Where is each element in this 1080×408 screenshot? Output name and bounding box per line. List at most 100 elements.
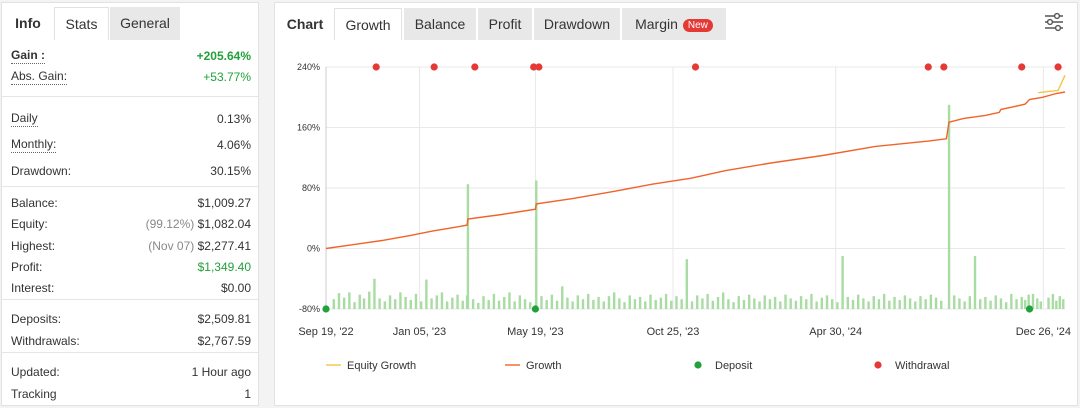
stat-value: 4.06% bbox=[216, 138, 251, 152]
stat-value: $1,349.40 bbox=[197, 260, 251, 274]
activity-bar bbox=[675, 296, 678, 309]
activity-bar bbox=[670, 300, 673, 309]
activity-bar bbox=[1027, 294, 1030, 309]
activity-bar bbox=[618, 298, 621, 309]
activity-bar bbox=[908, 298, 912, 309]
activity-bar bbox=[348, 292, 351, 309]
activity-bar bbox=[383, 301, 387, 309]
stat-note: (Nov 07) bbox=[148, 239, 198, 253]
withdrawal-marker bbox=[471, 63, 479, 71]
withdrawal-marker bbox=[940, 63, 948, 71]
withdrawal-marker bbox=[1018, 63, 1026, 71]
y-tick-label: 0% bbox=[307, 244, 320, 254]
stat-row-daily: Daily 0.13% bbox=[11, 109, 251, 129]
stat-note: (99.12%) bbox=[145, 217, 198, 231]
stat-label: Interest: bbox=[11, 281, 55, 295]
activity-bar bbox=[425, 279, 428, 309]
activity-bar bbox=[477, 302, 480, 309]
y-tick-label: -80% bbox=[299, 304, 320, 314]
activity-bar bbox=[394, 299, 397, 309]
activity-bar bbox=[435, 295, 438, 309]
tab-balance[interactable]: Balance bbox=[404, 8, 476, 40]
activity-bar bbox=[430, 298, 433, 309]
activity-bar bbox=[685, 259, 689, 309]
activity-bar bbox=[953, 295, 956, 309]
activity-bar bbox=[984, 296, 987, 309]
tab-general[interactable]: General bbox=[110, 7, 180, 40]
activity-bar bbox=[825, 295, 829, 309]
stat-value: $0.00 bbox=[220, 281, 251, 295]
activity-bar bbox=[535, 180, 538, 309]
activity-bar bbox=[940, 300, 943, 309]
activity-bar bbox=[550, 294, 554, 309]
activity-bar bbox=[727, 299, 730, 309]
tab-stats[interactable]: Stats bbox=[54, 7, 109, 40]
activity-bar bbox=[716, 296, 720, 309]
growth-chart: 240% 160% 80% 0% -80% Sep 19, '22 Jan 05, '23 M… bbox=[297, 62, 1071, 372]
tab-profit[interactable]: Profit bbox=[478, 8, 532, 40]
stats-panel: Info Stats General Gain : +205.64% Abs. Ga… bbox=[1, 2, 259, 406]
tab-info[interactable]: Info bbox=[15, 15, 41, 31]
activity-bar bbox=[799, 296, 803, 309]
stat-row-updated: Updated: 1 Hour ago bbox=[11, 362, 251, 382]
stat-value: 30.15% bbox=[210, 164, 251, 178]
withdrawal-marker bbox=[535, 63, 543, 71]
stat-value: $1,009.27 bbox=[197, 196, 251, 210]
activity-bar bbox=[456, 294, 459, 309]
activity-bar bbox=[696, 295, 699, 309]
activity-bar bbox=[721, 292, 725, 309]
tab-drawdown[interactable]: Drawdown bbox=[534, 8, 620, 40]
activity-bar bbox=[497, 300, 501, 309]
stat-value: 1 Hour ago bbox=[191, 365, 251, 379]
stat-value: (99.12%) $1,082.04 bbox=[146, 214, 251, 234]
stat-label: Highest: bbox=[11, 239, 56, 253]
activity-bar bbox=[841, 256, 844, 309]
equity-growth-line bbox=[1038, 75, 1066, 94]
activity-bar bbox=[862, 298, 865, 309]
stat-label: Equity: bbox=[11, 217, 48, 231]
activity-bar bbox=[628, 295, 631, 309]
activity-bar bbox=[779, 301, 782, 309]
stat-row-monthly: Monthly: 4.06% bbox=[11, 135, 251, 155]
activity-bar bbox=[758, 301, 761, 309]
activity-bar bbox=[914, 301, 917, 309]
activity-bar bbox=[482, 296, 485, 309]
activity-bar bbox=[1015, 299, 1018, 309]
activity-bar bbox=[623, 302, 626, 309]
activity-bar bbox=[947, 104, 951, 309]
activity-bar bbox=[999, 298, 1003, 309]
stat-value: +53.77% bbox=[203, 70, 251, 84]
activity-bar bbox=[1051, 293, 1055, 309]
deposit-marker bbox=[531, 305, 540, 313]
chart-settings-icon[interactable] bbox=[1043, 12, 1065, 32]
activity-bar bbox=[747, 294, 751, 309]
activity-bar bbox=[732, 302, 735, 309]
stat-row-abs-gain: Abs. Gain: +53.77% bbox=[11, 67, 251, 87]
stat-value-text: $1,082.04 bbox=[197, 217, 251, 231]
activity-bar bbox=[492, 293, 496, 309]
stats-divider bbox=[2, 299, 258, 300]
activity-bar bbox=[978, 299, 982, 309]
stats-divider bbox=[2, 352, 258, 353]
activity-bar bbox=[451, 297, 454, 309]
activity-bar bbox=[805, 299, 808, 309]
new-badge: New bbox=[682, 19, 713, 32]
activity-bar bbox=[1004, 302, 1008, 309]
stat-row-deposits: Deposits: $2,509.81 bbox=[11, 309, 251, 329]
legend-dot-marker bbox=[874, 361, 882, 369]
activity-bar bbox=[1023, 299, 1027, 309]
x-tick-label: Dec 26, '24 bbox=[1016, 326, 1071, 338]
activity-bar bbox=[867, 301, 870, 309]
stat-label: Tracking bbox=[11, 387, 57, 401]
stat-row-profit: Profit: $1,349.40 bbox=[11, 257, 251, 277]
activity-bar bbox=[836, 302, 839, 309]
stat-label: Gain : bbox=[11, 48, 46, 64]
stat-row-withdrawals: Withdrawals: $2,767.59 bbox=[11, 331, 251, 351]
activity-bar bbox=[414, 293, 418, 309]
activity-bar bbox=[1047, 297, 1050, 309]
stat-label: Deposits: bbox=[11, 312, 62, 326]
stats-divider bbox=[2, 96, 258, 97]
tab-margin[interactable]: Margin New bbox=[622, 8, 726, 40]
activity-bar bbox=[1010, 293, 1013, 309]
tab-growth[interactable]: Growth bbox=[334, 8, 402, 40]
